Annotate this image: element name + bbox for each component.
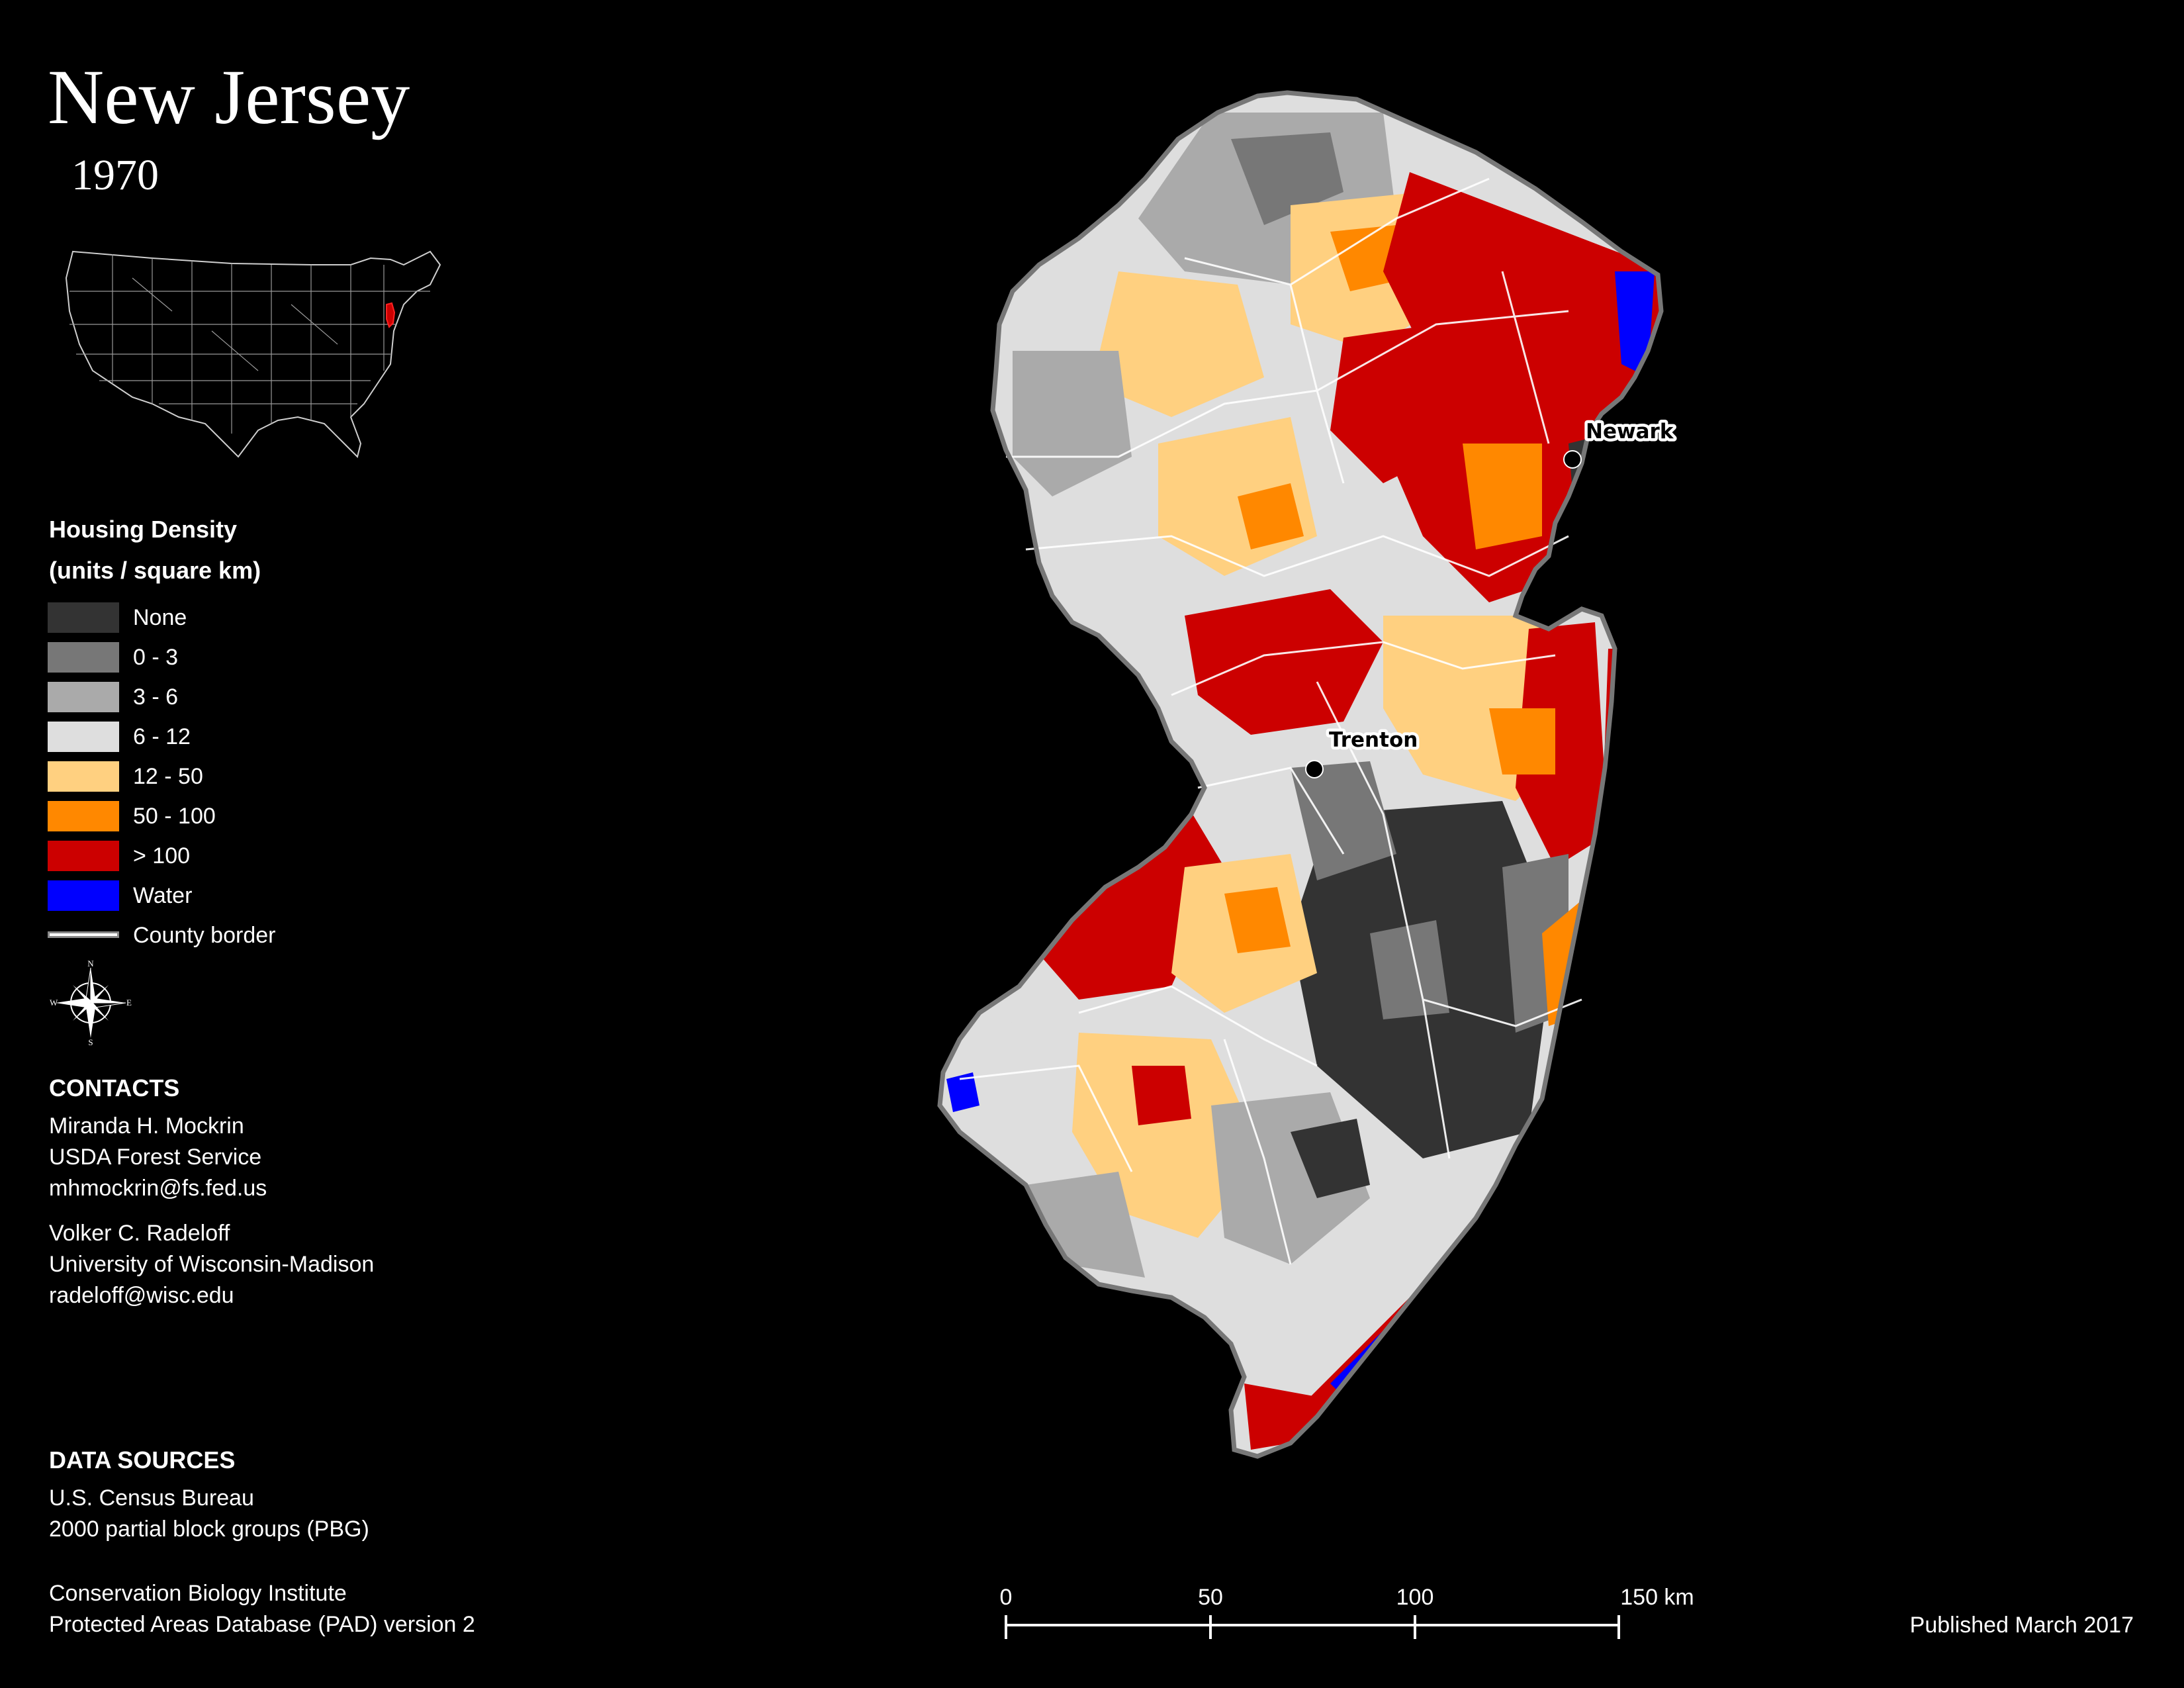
legend-label: 50 - 100: [133, 804, 216, 829]
legend-swatch: [48, 841, 119, 871]
legend-label: 3 - 6: [133, 684, 179, 710]
contacts-title: CONTACTS: [49, 1074, 180, 1102]
density-regions: [940, 93, 1661, 1456]
legend-label: 6 - 12: [133, 724, 191, 749]
compass-n: N: [87, 960, 94, 968]
legend-item-50-100: 50 - 100: [48, 801, 445, 841]
legend-swatch: [48, 880, 119, 911]
contact-card: Volker C. Radeloff University of Wiscons…: [49, 1218, 374, 1311]
legend-label: County border: [133, 923, 276, 948]
legend-label: 0 - 3: [133, 645, 179, 670]
contact-name: Volker C. Radeloff: [49, 1221, 230, 1246]
data-source-line: 2000 partial block groups (PBG): [49, 1517, 369, 1542]
published-date: Published March 2017: [1909, 1613, 2134, 1638]
legend-title: Housing Density: [49, 516, 238, 543]
data-source-line: U.S. Census Bureau: [49, 1485, 254, 1511]
county-border-swatch: [48, 931, 119, 938]
county-borders: [959, 177, 1582, 1265]
city-trenton: Trenton: [1305, 726, 1421, 778]
legend-swatch: [48, 761, 119, 792]
compass-w: W: [50, 998, 58, 1008]
data-source-line: Conservation Biology Institute: [49, 1581, 347, 1606]
legend-swatch: [48, 722, 119, 752]
map-title: New Jersey: [48, 54, 410, 140]
compass-s: S: [88, 1037, 93, 1046]
legend-item-none: None: [48, 602, 445, 642]
scale-tick-label: 150 km: [1620, 1585, 1694, 1610]
legend-swatch: [48, 602, 119, 633]
contact-name: Miranda H. Mockrin: [49, 1113, 244, 1139]
state-outline: [937, 90, 1664, 1459]
scale-tick-label: 100: [1396, 1585, 1434, 1610]
contact-org: University of Wisconsin-Madison: [49, 1252, 375, 1277]
map-year: 1970: [71, 151, 159, 199]
legend-item-3-6: 3 - 6: [48, 682, 445, 722]
legend-item-0-3: 0 - 3: [48, 642, 445, 682]
legend-swatch: [48, 682, 119, 712]
legend-label: None: [133, 605, 187, 630]
compass-e: E: [126, 998, 132, 1008]
legend-label: 12 - 50: [133, 764, 203, 789]
contact-email: radeloff@wisc.edu: [49, 1283, 234, 1308]
legend-units: (units / square km): [49, 557, 261, 584]
contact-email: mhmockrin@fs.fed.us: [49, 1176, 267, 1201]
data-source-line: Protected Areas Database (PAD) version 2: [49, 1612, 475, 1637]
new-jersey-housing-density-map: Newark Trenton: [937, 90, 1677, 1459]
city-label: Newark: [1586, 420, 1674, 444]
us-locator-map: [65, 250, 441, 458]
legend-swatch: [48, 801, 119, 831]
city-label: Trenton: [1329, 728, 1418, 752]
legend-item-water: Water: [48, 880, 445, 920]
contact-org: USDA Forest Service: [49, 1145, 262, 1170]
nj-highlight: [386, 302, 396, 328]
compass-rose-icon: N S W E: [50, 960, 132, 1046]
data-source: Conservation Biology Institute Protected…: [49, 1578, 475, 1640]
legend-item-over-100: > 100: [48, 841, 445, 880]
city-newark: Newark: [1563, 417, 1677, 469]
data-source: U.S. Census Bureau 2000 partial block gr…: [49, 1483, 369, 1545]
legend-label: > 100: [133, 843, 191, 868]
scale-tick-label: 50: [1198, 1585, 1223, 1610]
legend-label: Water: [133, 883, 193, 908]
data-sources-title: DATA SOURCES: [49, 1446, 236, 1474]
contact-card: Miranda H. Mockrin USDA Forest Service m…: [49, 1111, 267, 1204]
legend: None 0 - 3 3 - 6 6 - 12 12 - 50 50 - 100…: [48, 602, 445, 960]
scale-tick-label: 0: [1000, 1585, 1013, 1610]
scale-bar: 0 50 100 150 km: [1000, 1585, 1694, 1639]
legend-item-12-50: 12 - 50: [48, 761, 445, 801]
legend-swatch: [48, 642, 119, 673]
legend-item-6-12: 6 - 12: [48, 722, 445, 761]
legend-item-county-border: County border: [48, 920, 445, 960]
